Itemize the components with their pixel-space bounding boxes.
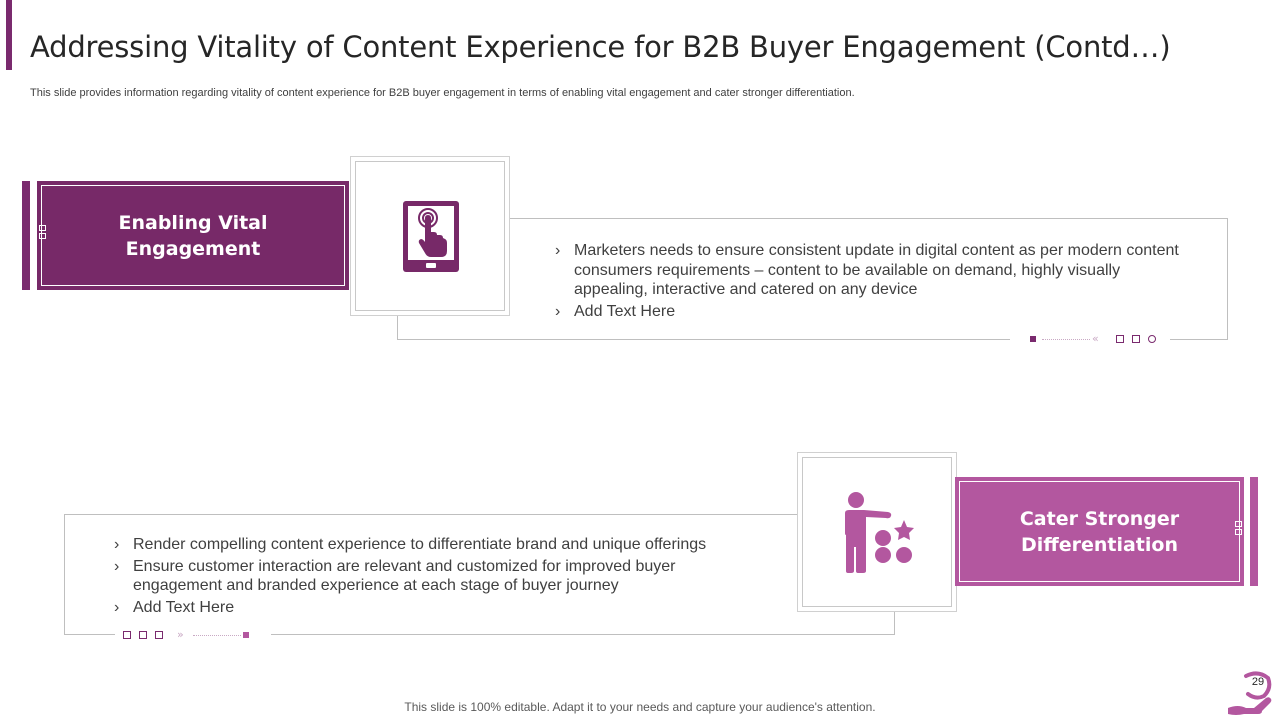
deco-chevron-icon: « <box>1092 332 1099 345</box>
person-choosing-options-icon <box>845 492 914 573</box>
section1-deco: « <box>1010 332 1170 346</box>
section1-banner: Enabling Vital Engagement <box>37 181 349 290</box>
section1-banner-frame <box>41 185 345 286</box>
section2-bullet-list: Render compelling content experience to … <box>114 535 734 619</box>
section1-accent-bar <box>22 181 30 290</box>
title-accent-bar <box>6 0 12 70</box>
chain-link-icon <box>1235 521 1242 543</box>
section2-heading-line1: Cater Stronger <box>1019 507 1180 530</box>
deco-filled-square <box>1030 336 1036 342</box>
section1-heading-line1: Enabling Vital <box>118 211 268 234</box>
section1-bullet-list: Marketers needs to ensure consistent upd… <box>555 241 1195 323</box>
section1-bullet: Add Text Here <box>555 302 1195 322</box>
page-title: Addressing Vitality of Content Experienc… <box>30 30 1171 64</box>
section2-icon-box <box>797 452 957 612</box>
section2-heading: Cater Stronger Differentiation <box>955 506 1244 558</box>
deco-dotted-line <box>1042 339 1090 340</box>
deco-outline-square <box>155 631 163 639</box>
section1-bullet: Marketers needs to ensure consistent upd… <box>555 241 1195 300</box>
deco-outline-square <box>1116 335 1124 343</box>
deco-chevron-icon: » <box>177 628 184 641</box>
section2-deco: » <box>115 628 271 642</box>
section2-banner: Cater Stronger Differentiation <box>955 477 1244 586</box>
deco-outline-circle <box>1148 335 1156 343</box>
section2-bullet: Add Text Here <box>114 598 734 618</box>
section2-banner-frame <box>959 481 1240 582</box>
page-subtitle: This slide provides information regardin… <box>30 87 855 99</box>
page-number: 29 <box>1251 676 1265 688</box>
deco-filled-square <box>243 632 249 638</box>
section1-heading-line2: Engagement <box>125 237 261 260</box>
footer-note: This slide is 100% editable. Adapt it to… <box>404 700 876 714</box>
section1-heading: Enabling Vital Engagement <box>37 210 349 262</box>
section2-heading-line2: Differentiation <box>1021 533 1178 556</box>
deco-outline-square <box>123 631 131 639</box>
tablet-touch-icon <box>403 201 459 272</box>
deco-outline-square <box>139 631 147 639</box>
section1-icon-box <box>350 156 510 316</box>
chain-link-icon <box>39 225 46 247</box>
section2-accent-bar <box>1250 477 1258 586</box>
hand-holding-logo-icon <box>1228 671 1272 715</box>
section2-bullet: Render compelling content experience to … <box>114 535 734 555</box>
deco-dotted-line <box>193 635 241 636</box>
section2-bullet: Ensure customer interaction are relevant… <box>114 557 734 596</box>
deco-outline-square <box>1132 335 1140 343</box>
